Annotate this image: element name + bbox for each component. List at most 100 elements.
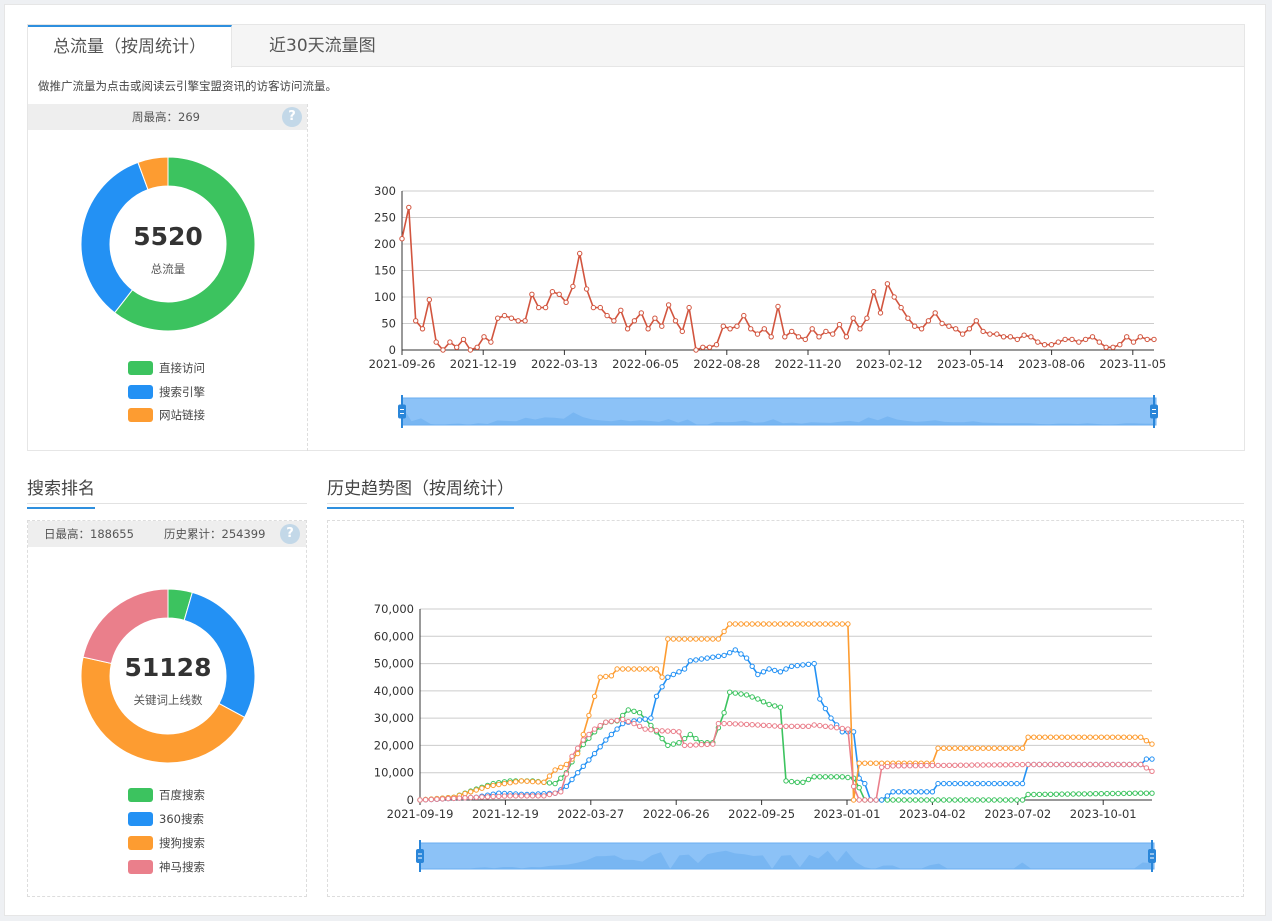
data-point[interactable] (1130, 339, 1137, 345)
data-point[interactable] (490, 782, 496, 789)
data-point[interactable] (681, 666, 688, 672)
data-point[interactable] (586, 731, 592, 738)
data-point[interactable] (738, 651, 744, 657)
data-point[interactable] (583, 286, 590, 292)
data-point[interactable] (474, 344, 480, 351)
data-point[interactable] (856, 785, 862, 791)
data-point[interactable] (687, 636, 693, 642)
data-point[interactable] (935, 762, 941, 769)
data-point[interactable] (980, 797, 986, 803)
data-point[interactable] (687, 658, 693, 664)
data-point[interactable] (864, 315, 870, 321)
data-point[interactable] (749, 621, 755, 627)
data-point[interactable] (552, 790, 558, 796)
data-point[interactable] (428, 796, 435, 803)
data-point[interactable] (413, 318, 419, 324)
data-point[interactable] (743, 721, 750, 728)
data-point[interactable] (1053, 761, 1059, 768)
data-point[interactable] (1082, 336, 1089, 343)
data-point[interactable] (546, 780, 553, 786)
data-point[interactable] (991, 745, 997, 751)
legend-360[interactable]: 360搜索 (128, 811, 204, 827)
data-point[interactable] (614, 726, 620, 732)
data-point[interactable] (501, 780, 508, 787)
data-point[interactable] (406, 204, 412, 211)
data-point[interactable] (907, 789, 913, 795)
data-point[interactable] (925, 318, 932, 324)
data-point[interactable] (1143, 738, 1150, 744)
data-point[interactable] (727, 650, 733, 656)
data-point[interactable] (484, 783, 491, 790)
data-point[interactable] (1036, 734, 1043, 740)
data-point[interactable] (642, 666, 648, 672)
data-point[interactable] (850, 797, 857, 803)
data-point[interactable] (620, 666, 626, 672)
data-point[interactable] (766, 701, 772, 708)
data-point[interactable] (721, 652, 727, 659)
data-point[interactable] (783, 666, 789, 672)
data-point[interactable] (901, 763, 907, 769)
data-point[interactable] (636, 717, 643, 723)
data-point[interactable] (788, 723, 795, 730)
data-point[interactable] (636, 666, 643, 672)
data-point[interactable] (1036, 761, 1043, 768)
data-point[interactable] (1110, 344, 1116, 351)
data-point[interactable] (1098, 791, 1104, 797)
zoom-handle-right[interactable] (1148, 849, 1156, 863)
data-point[interactable] (795, 334, 802, 340)
data-point[interactable] (1042, 734, 1048, 740)
data-point[interactable] (907, 797, 913, 803)
data-point[interactable] (618, 307, 624, 314)
data-point[interactable] (693, 657, 699, 663)
data-point[interactable] (822, 723, 829, 730)
data-point[interactable] (895, 789, 902, 795)
data-point[interactable] (580, 731, 587, 738)
data-point[interactable] (828, 774, 834, 780)
data-point[interactable] (1124, 334, 1130, 340)
data-point[interactable] (754, 331, 761, 337)
data-point[interactable] (1115, 734, 1121, 740)
data-point[interactable] (488, 339, 494, 345)
data-point[interactable] (912, 789, 919, 795)
data-point[interactable] (772, 703, 778, 709)
data-point[interactable] (460, 336, 467, 343)
data-point[interactable] (1093, 791, 1099, 797)
data-point[interactable] (620, 716, 626, 723)
data-point[interactable] (794, 621, 800, 627)
data-point[interactable] (856, 797, 862, 803)
data-point[interactable] (839, 621, 845, 627)
data-point[interactable] (1087, 734, 1093, 740)
data-point[interactable] (558, 775, 564, 781)
data-point[interactable] (496, 793, 502, 800)
data-point[interactable] (670, 728, 677, 735)
data-point[interactable] (817, 774, 823, 780)
data-point[interactable] (501, 793, 508, 799)
data-point[interactable] (952, 780, 958, 787)
data-point[interactable] (782, 334, 788, 340)
help-icon[interactable]: ? (282, 107, 302, 127)
data-point[interactable] (822, 705, 829, 712)
data-point[interactable] (991, 780, 997, 787)
data-point[interactable] (665, 728, 671, 734)
data-point[interactable] (653, 693, 660, 700)
data-point[interactable] (749, 663, 755, 670)
data-point[interactable] (524, 778, 530, 784)
data-point[interactable] (580, 763, 587, 770)
data-point[interactable] (775, 303, 781, 310)
data-point[interactable] (912, 323, 918, 329)
data-point[interactable] (706, 344, 713, 351)
data-point[interactable] (473, 794, 480, 801)
data-point[interactable] (686, 304, 692, 311)
data-point[interactable] (676, 669, 682, 675)
data-point[interactable] (591, 750, 598, 757)
data-point[interactable] (1093, 761, 1099, 768)
data-point[interactable] (603, 673, 609, 680)
data-point[interactable] (1093, 734, 1099, 740)
data-point[interactable] (856, 760, 862, 766)
donut-slice-0[interactable] (113, 156, 256, 332)
data-point[interactable] (440, 347, 446, 353)
data-point[interactable] (665, 742, 671, 749)
data-point[interactable] (1098, 734, 1104, 740)
data-point[interactable] (732, 690, 738, 696)
data-point[interactable] (608, 731, 615, 738)
